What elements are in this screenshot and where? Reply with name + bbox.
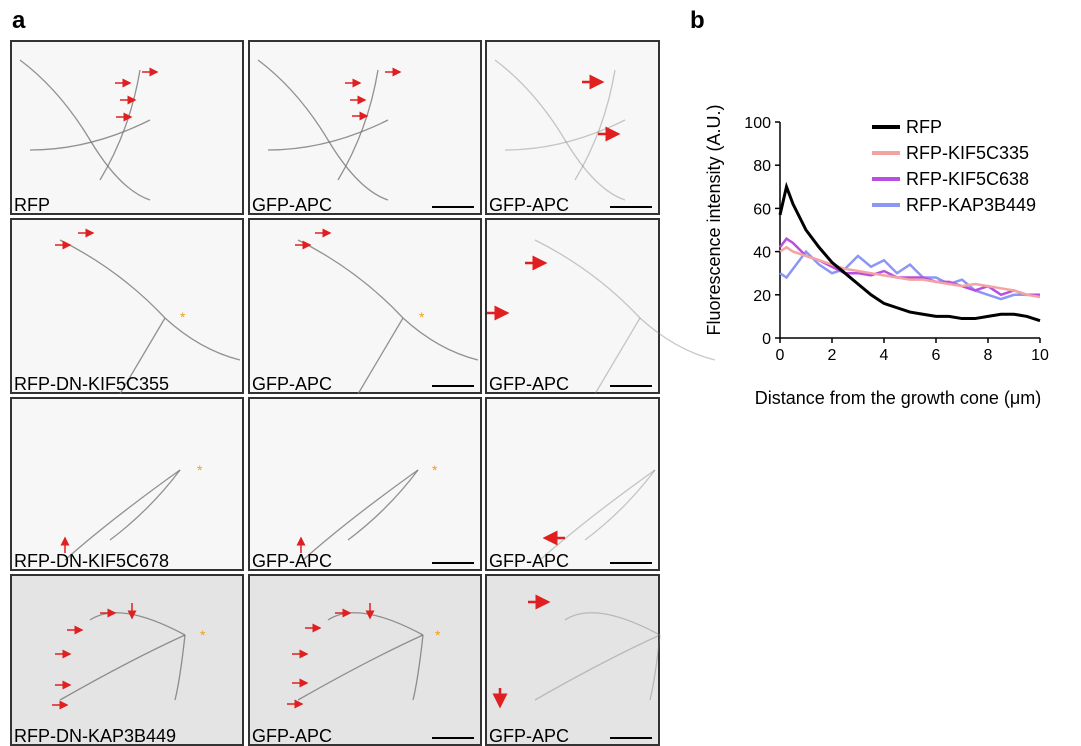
neurite bbox=[59, 239, 166, 319]
y-tick-label: 60 bbox=[753, 201, 771, 218]
x-tick-label: 2 bbox=[828, 347, 837, 364]
y-tick-label: 80 bbox=[753, 158, 771, 175]
micrograph bbox=[485, 218, 660, 394]
neurite bbox=[402, 317, 479, 361]
asterisk: * bbox=[432, 462, 438, 478]
neurite bbox=[99, 69, 141, 181]
micrograph bbox=[485, 397, 660, 571]
neurite bbox=[174, 634, 186, 701]
neurite bbox=[357, 317, 404, 395]
neurite bbox=[302, 469, 419, 561]
asterisk: * bbox=[197, 462, 203, 478]
neurite bbox=[164, 317, 241, 361]
neurite bbox=[257, 59, 389, 201]
y-tick-label: 20 bbox=[753, 288, 771, 305]
asterisk: * bbox=[200, 627, 206, 643]
data-line bbox=[779, 249, 1040, 301]
x-tick-label: 8 bbox=[984, 347, 993, 364]
image-label: GFP-APC bbox=[489, 195, 569, 215]
legend-label: RFP-KIF5C638 bbox=[906, 169, 1029, 189]
legend-label: RFP bbox=[906, 117, 942, 137]
image-label: GFP-APC bbox=[489, 551, 569, 571]
x-axis-label: Distance from the growth cone (μm) bbox=[755, 388, 1041, 408]
panel-label: a bbox=[12, 7, 26, 34]
neurite bbox=[594, 317, 641, 395]
y-tick-label: 40 bbox=[753, 245, 771, 262]
neurite bbox=[19, 59, 151, 201]
image-label: GFP-APC bbox=[489, 374, 569, 394]
image-label: RFP-DN-KAP3B449 bbox=[14, 726, 176, 746]
micrograph bbox=[10, 397, 244, 571]
neurite bbox=[494, 59, 626, 201]
micrograph bbox=[248, 574, 482, 746]
data-line bbox=[779, 245, 1041, 299]
neurite bbox=[534, 634, 661, 701]
y-tick-label: 100 bbox=[744, 115, 771, 132]
neurite bbox=[504, 119, 626, 151]
neurite bbox=[649, 634, 661, 701]
neurite bbox=[564, 612, 661, 636]
micrograph bbox=[248, 397, 482, 571]
micrograph bbox=[10, 574, 244, 746]
neurite bbox=[59, 634, 186, 701]
micrograph bbox=[248, 218, 482, 394]
image-label: RFP bbox=[14, 195, 50, 215]
neurite bbox=[639, 317, 716, 361]
image-label: GFP-APC bbox=[252, 195, 332, 215]
asterisk: * bbox=[419, 309, 425, 325]
neurite bbox=[267, 119, 389, 151]
micrograph bbox=[10, 40, 244, 215]
neurite bbox=[412, 634, 424, 701]
image-label: GFP-APC bbox=[252, 374, 332, 394]
neurite bbox=[119, 317, 166, 395]
x-tick-label: 4 bbox=[880, 347, 889, 364]
panel-label: b bbox=[690, 7, 705, 34]
x-tick-label: 0 bbox=[776, 347, 785, 364]
neurite bbox=[584, 469, 656, 541]
micrograph bbox=[485, 574, 660, 746]
x-tick-label: 10 bbox=[1031, 347, 1049, 364]
image-label: RFP-DN-KIF5C678 bbox=[14, 551, 169, 571]
neurite bbox=[337, 69, 379, 181]
image-label: GFP-APC bbox=[489, 726, 569, 746]
image-label: GFP-APC bbox=[252, 726, 332, 746]
neurite bbox=[297, 634, 424, 701]
image-label: GFP-APC bbox=[252, 551, 332, 571]
neurite bbox=[109, 469, 181, 541]
micrograph bbox=[10, 218, 244, 394]
legend-label: RFP-KIF5C335 bbox=[906, 143, 1029, 163]
y-axis-label: Fluorescence intensity (A.U.) bbox=[704, 104, 724, 335]
neurite bbox=[539, 469, 656, 561]
asterisk: * bbox=[435, 627, 441, 643]
neurite bbox=[574, 69, 616, 181]
data-line bbox=[778, 181, 1041, 323]
image-label: RFP-DN-KIF5C355 bbox=[14, 374, 169, 394]
x-tick-label: 6 bbox=[932, 347, 941, 364]
micrograph bbox=[485, 40, 660, 215]
micrograph bbox=[248, 40, 482, 215]
neurite bbox=[64, 469, 181, 561]
y-tick-label: 0 bbox=[762, 331, 771, 348]
neurite bbox=[347, 469, 419, 541]
legend-label: RFP-KAP3B449 bbox=[906, 195, 1036, 215]
neurite bbox=[534, 239, 641, 319]
asterisk: * bbox=[180, 309, 186, 325]
neurite bbox=[29, 119, 151, 151]
